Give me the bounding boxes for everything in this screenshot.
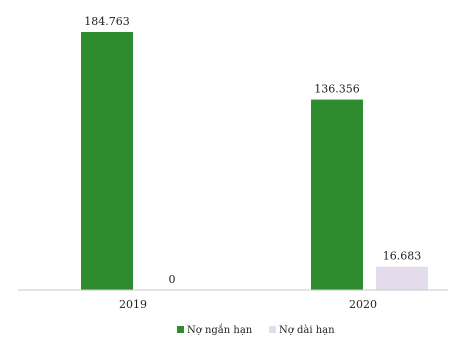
legend-label-long-term: Nợ dài hạn (279, 325, 335, 336)
legend-swatch-long-term (269, 326, 276, 333)
legend: Nợ ngắn hạn Nợ dài hạn (177, 324, 335, 336)
value-label-long-term-2020: 16.683 (383, 250, 422, 263)
bar-short-term-2020 (311, 99, 363, 291)
value-labels-layer: 184.763 0 136.356 16.683 (84, 15, 421, 286)
x-tick-label-2020: 2020 (349, 298, 377, 311)
x-tick-label-2019: 2019 (119, 298, 147, 311)
legend-label-short-term: Nợ ngắn hạn (187, 324, 253, 336)
x-tick-labels-layer: 2019 2020 (119, 298, 377, 311)
value-label-short-term-2019: 184.763 (84, 15, 130, 28)
bar-short-term-2019 (81, 32, 133, 290)
value-label-long-term-2019: 0 (169, 273, 176, 286)
bar-long-term-2020 (376, 266, 428, 290)
bars-layer (81, 32, 428, 291)
legend-swatch-short-term (177, 326, 184, 333)
value-label-short-term-2020: 136.356 (314, 83, 360, 96)
